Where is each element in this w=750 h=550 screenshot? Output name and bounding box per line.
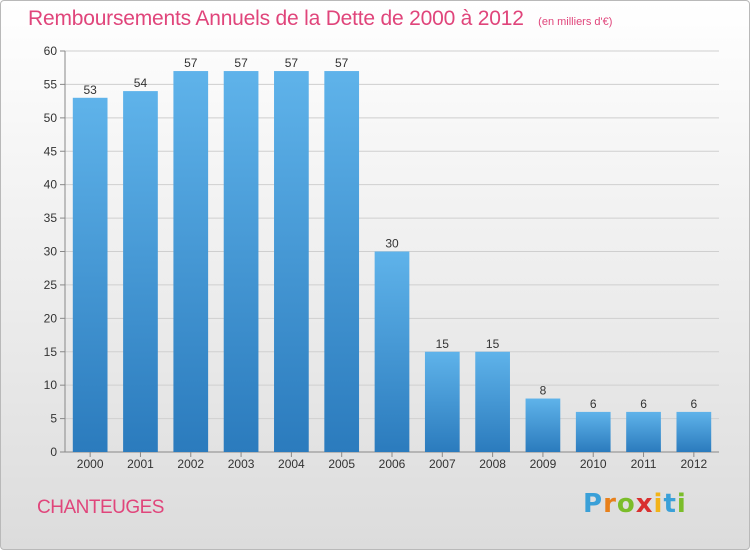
- bar-2006: [374, 251, 410, 452]
- x-tick-label-2007: 2007: [429, 457, 456, 471]
- bar-2009: [525, 398, 561, 452]
- data-label-2011: 6: [640, 397, 647, 411]
- y-tick-label: 55: [44, 77, 58, 91]
- bars: [72, 71, 712, 453]
- x-tick-label-2001: 2001: [127, 457, 154, 471]
- y-tick-label: 40: [44, 178, 58, 192]
- x-tick-label-2003: 2003: [228, 457, 255, 471]
- y-tick-label: 35: [44, 211, 58, 225]
- bar-2011: [626, 411, 661, 452]
- x-tick-label-2011: 2011: [631, 457, 657, 471]
- x-tick-label-2005: 2005: [328, 457, 355, 471]
- data-label-2009: 8: [540, 384, 547, 398]
- y-tick-label: 30: [44, 245, 58, 259]
- bar-2001: [123, 91, 158, 452]
- bar-2003: [223, 71, 259, 453]
- data-label-2007: 15: [436, 337, 450, 351]
- y-tick-label: 25: [44, 278, 58, 292]
- bar-2012: [676, 411, 712, 452]
- bar-2007: [424, 351, 460, 452]
- data-label-2000: 53: [83, 83, 97, 97]
- data-label-2005: 57: [335, 56, 349, 70]
- labels: 53 2000 54 2001 57 2002 57 2003 57 2004 57 2005 30 20…: [77, 56, 708, 471]
- x-tick-label-2000: 2000: [77, 457, 104, 471]
- chart-unit: (en milliers d'€): [538, 16, 613, 28]
- chart-title-row: Remboursements Annuels de la Dette de 20…: [28, 7, 612, 31]
- bar-2008: [475, 351, 510, 452]
- commune-name: CHANTEUGES: [37, 497, 164, 518]
- x-tick-label-2012: 2012: [680, 457, 707, 471]
- bar-2005: [324, 71, 360, 453]
- x-tick-label-2009: 2009: [530, 457, 557, 471]
- data-label-2012: 6: [691, 397, 698, 411]
- y-tick-label: 50: [44, 111, 58, 125]
- bar-2000: [72, 97, 108, 453]
- data-label-2002: 57: [184, 56, 198, 70]
- data-label-2010: 6: [590, 397, 597, 411]
- y-tick-label: 20: [44, 311, 58, 325]
- x-tick-label-2004: 2004: [278, 457, 305, 471]
- y-tick-label: 45: [44, 144, 58, 158]
- data-label-2004: 57: [285, 56, 299, 70]
- x-tick-label-2002: 2002: [177, 457, 204, 471]
- x-tick-label-2010: 2010: [580, 457, 607, 471]
- y-tick-label: 10: [44, 378, 58, 392]
- data-label-2006: 30: [385, 237, 399, 251]
- x-tick-label-2006: 2006: [379, 457, 406, 471]
- proxiti-logo: Proxiti: [583, 489, 687, 519]
- data-label-2008: 15: [486, 337, 500, 351]
- x-tick-label-2008: 2008: [479, 457, 506, 471]
- y-tick-label: 60: [44, 44, 58, 58]
- y-tick-label: 15: [44, 345, 58, 359]
- bar-2010: [575, 411, 611, 452]
- y-tick-label: 0: [50, 445, 57, 459]
- data-label-2003: 57: [234, 56, 248, 70]
- data-label-2001: 54: [134, 76, 148, 90]
- bar-2002: [173, 71, 209, 453]
- y-tick-label: 5: [50, 412, 57, 426]
- chart-title: Remboursements Annuels de la Dette de 20…: [28, 7, 524, 30]
- bar-2004: [274, 71, 309, 453]
